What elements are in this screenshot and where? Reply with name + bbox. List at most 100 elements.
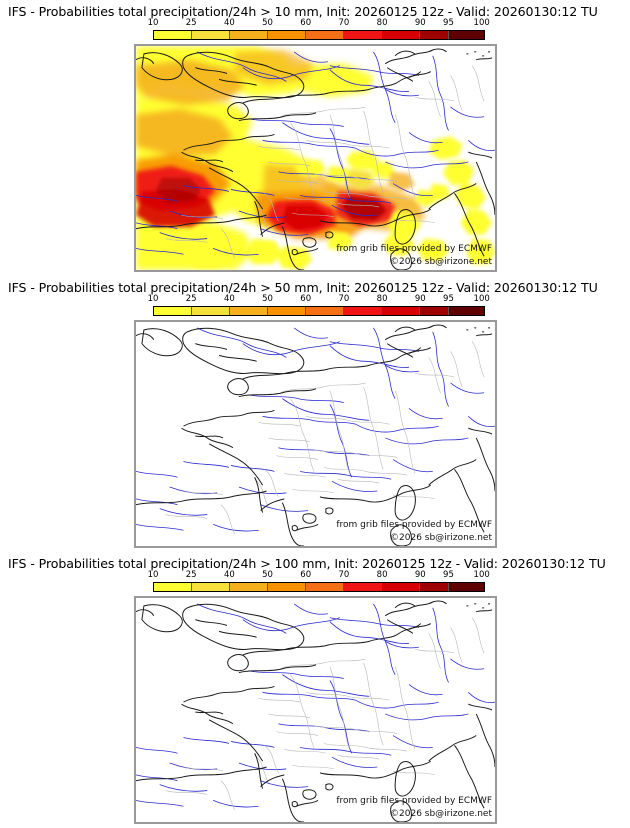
- colorbar-segment: [192, 31, 231, 39]
- colorbar-segment: [420, 583, 449, 591]
- colorbar-segment: [448, 583, 485, 591]
- map-svg-10mm: [136, 46, 495, 270]
- colorbar-segment: [306, 583, 345, 591]
- colorbar-segment: [192, 307, 231, 315]
- colorbar-tick: 80: [376, 18, 388, 28]
- colorbar-tick: 90: [414, 570, 426, 580]
- colorbar-100mm: 10 25 40 50 60 70 80 90 95 100: [148, 570, 490, 592]
- colorbar-tick: 60: [300, 294, 312, 304]
- colorbar-segment: [344, 583, 383, 591]
- coastlines-layer: [136, 48, 495, 270]
- map-canvas-100mm: from grib files provided by ECMWF ©2026 …: [136, 598, 495, 822]
- colorbar-segment: [230, 583, 269, 591]
- colorbar-tick: 95: [443, 294, 454, 304]
- colorbar-tick: 70: [338, 570, 350, 580]
- colorbar-tick: 80: [376, 570, 388, 580]
- geography-layer: [136, 48, 495, 270]
- colorbar-tick: 100: [473, 18, 490, 28]
- colorbar-segment: [268, 31, 307, 39]
- colorbar-tick: 10: [147, 294, 159, 304]
- rivers-layer: [136, 327, 495, 532]
- colorbar-tick: 100: [473, 294, 490, 304]
- colorbar-segment: [448, 31, 485, 39]
- colorbar-gradient-100mm: [153, 582, 485, 592]
- colorbar-gradient-10mm: [153, 30, 485, 40]
- colorbar-ticks-50mm: 10 25 40 50 60 70 80 90 95 100: [148, 294, 490, 306]
- colorbar-tick: 10: [147, 18, 159, 28]
- colorbar-segment: [230, 31, 269, 39]
- colorbar-segment: [382, 583, 421, 591]
- colorbar-segment: [306, 31, 345, 39]
- colorbar-tick: 80: [376, 294, 388, 304]
- colorbar-segment: [448, 307, 485, 315]
- colorbar-segment: [268, 307, 307, 315]
- colorbar-tick: 70: [338, 294, 350, 304]
- colorbar-tick: 60: [300, 570, 312, 580]
- map-100mm[interactable]: from grib files provided by ECMWF ©2026 …: [134, 596, 497, 824]
- colorbar-50mm: 10 25 40 50 60 70 80 90 95 100: [148, 294, 490, 316]
- forecast-panel-100mm: IFS - Probabilities total precipitation/…: [0, 552, 630, 828]
- map-canvas-50mm: from grib files provided by ECMWF ©2026 …: [136, 322, 495, 546]
- coastlines-layer: [136, 600, 495, 822]
- colorbar-segment: [306, 307, 345, 315]
- forecast-panel-50mm: IFS - Probabilities total precipitation/…: [0, 276, 630, 552]
- colorbar-tick: 70: [338, 18, 350, 28]
- colorbar-segment: [382, 31, 421, 39]
- colorbar-tick: 40: [223, 570, 235, 580]
- map-svg-50mm: [136, 324, 495, 546]
- colorbar-tick: 95: [443, 570, 454, 580]
- precip-field-layer: [136, 46, 495, 270]
- colorbar-segment: [268, 583, 307, 591]
- colorbar-tick: 60: [300, 18, 312, 28]
- colorbar-segment: [344, 307, 383, 315]
- colorbar-ticks-100mm: 10 25 40 50 60 70 80 90 95 100: [148, 570, 490, 582]
- colorbar-segment: [420, 31, 449, 39]
- map-10mm[interactable]: from grib files provided by ECMWF ©2026 …: [134, 44, 497, 272]
- colorbar-segment: [344, 31, 383, 39]
- map-copyright: ©2026 sb@irizone.net: [390, 533, 492, 543]
- colorbar-tick: 25: [185, 294, 197, 304]
- map-svg-100mm: [136, 600, 495, 822]
- colorbar-segment: [154, 31, 193, 39]
- panel-title-100mm: IFS - Probabilities total precipitation/…: [8, 556, 606, 571]
- colorbar-segment: [420, 307, 449, 315]
- map-source-attribution: from grib files provided by ECMWF: [336, 520, 492, 530]
- colorbar-tick: 95: [443, 18, 454, 28]
- colorbar-tick: 100: [473, 570, 490, 580]
- map-50mm[interactable]: from grib files provided by ECMWF ©2026 …: [134, 320, 497, 548]
- panel-title-50mm: IFS - Probabilities total precipitation/…: [8, 280, 598, 295]
- geography-layer: [136, 324, 495, 546]
- colorbar-tick: 25: [185, 18, 197, 28]
- colorbar-segment: [154, 307, 193, 315]
- colorbar-ticks-10mm: 10 25 40 50 60 70 80 90 95 100: [148, 18, 490, 30]
- map-copyright: ©2026 sb@irizone.net: [390, 257, 492, 267]
- colorbar-tick: 10: [147, 570, 159, 580]
- admin-boundaries-layer: [165, 65, 485, 259]
- admin-boundaries-layer: [165, 617, 485, 811]
- colorbar-tick: 50: [262, 294, 273, 304]
- colorbar-segment: [382, 307, 421, 315]
- colorbar-10mm: 10 25 40 50 60 70 80 90 95 100: [148, 18, 490, 40]
- panel-title-10mm: IFS - Probabilities total precipitation/…: [8, 4, 598, 19]
- colorbar-tick: 50: [262, 570, 273, 580]
- map-copyright: ©2026 sb@irizone.net: [390, 809, 492, 819]
- map-source-attribution: from grib files provided by ECMWF: [336, 244, 492, 254]
- colorbar-tick: 90: [414, 18, 426, 28]
- map-source-attribution: from grib files provided by ECMWF: [336, 796, 492, 806]
- colorbar-segment: [230, 307, 269, 315]
- forecast-panel-10mm: IFS - Probabilities total precipitation/…: [0, 0, 630, 276]
- colorbar-segment: [154, 583, 193, 591]
- colorbar-segment: [192, 583, 231, 591]
- colorbar-gradient-50mm: [153, 306, 485, 316]
- geography-layer: [136, 600, 495, 822]
- colorbar-tick: 40: [223, 18, 235, 28]
- colorbar-tick: 40: [223, 294, 235, 304]
- coastlines-layer: [136, 324, 495, 546]
- rivers-layer: [136, 603, 495, 808]
- admin-boundaries-layer: [165, 341, 485, 535]
- map-canvas-10mm: from grib files provided by ECMWF ©2026 …: [136, 46, 495, 270]
- colorbar-tick: 50: [262, 18, 273, 28]
- colorbar-tick: 90: [414, 294, 426, 304]
- colorbar-tick: 25: [185, 570, 197, 580]
